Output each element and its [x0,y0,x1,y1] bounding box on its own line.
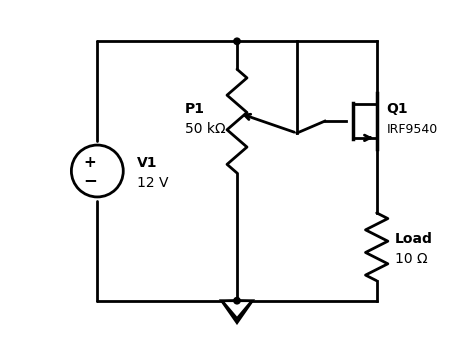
Text: Q1: Q1 [387,102,408,116]
Text: 12 V: 12 V [137,176,169,190]
Circle shape [234,298,240,304]
Text: 50 kΩ: 50 kΩ [185,122,226,136]
Text: IRF9540: IRF9540 [387,122,438,135]
Text: +: + [84,155,97,170]
Text: Load: Load [395,232,432,246]
Text: 10 Ω: 10 Ω [395,252,427,266]
Text: −: − [83,171,97,189]
Text: P1: P1 [185,102,205,116]
Polygon shape [222,301,252,319]
Text: V1: V1 [137,156,158,170]
Circle shape [234,38,240,44]
